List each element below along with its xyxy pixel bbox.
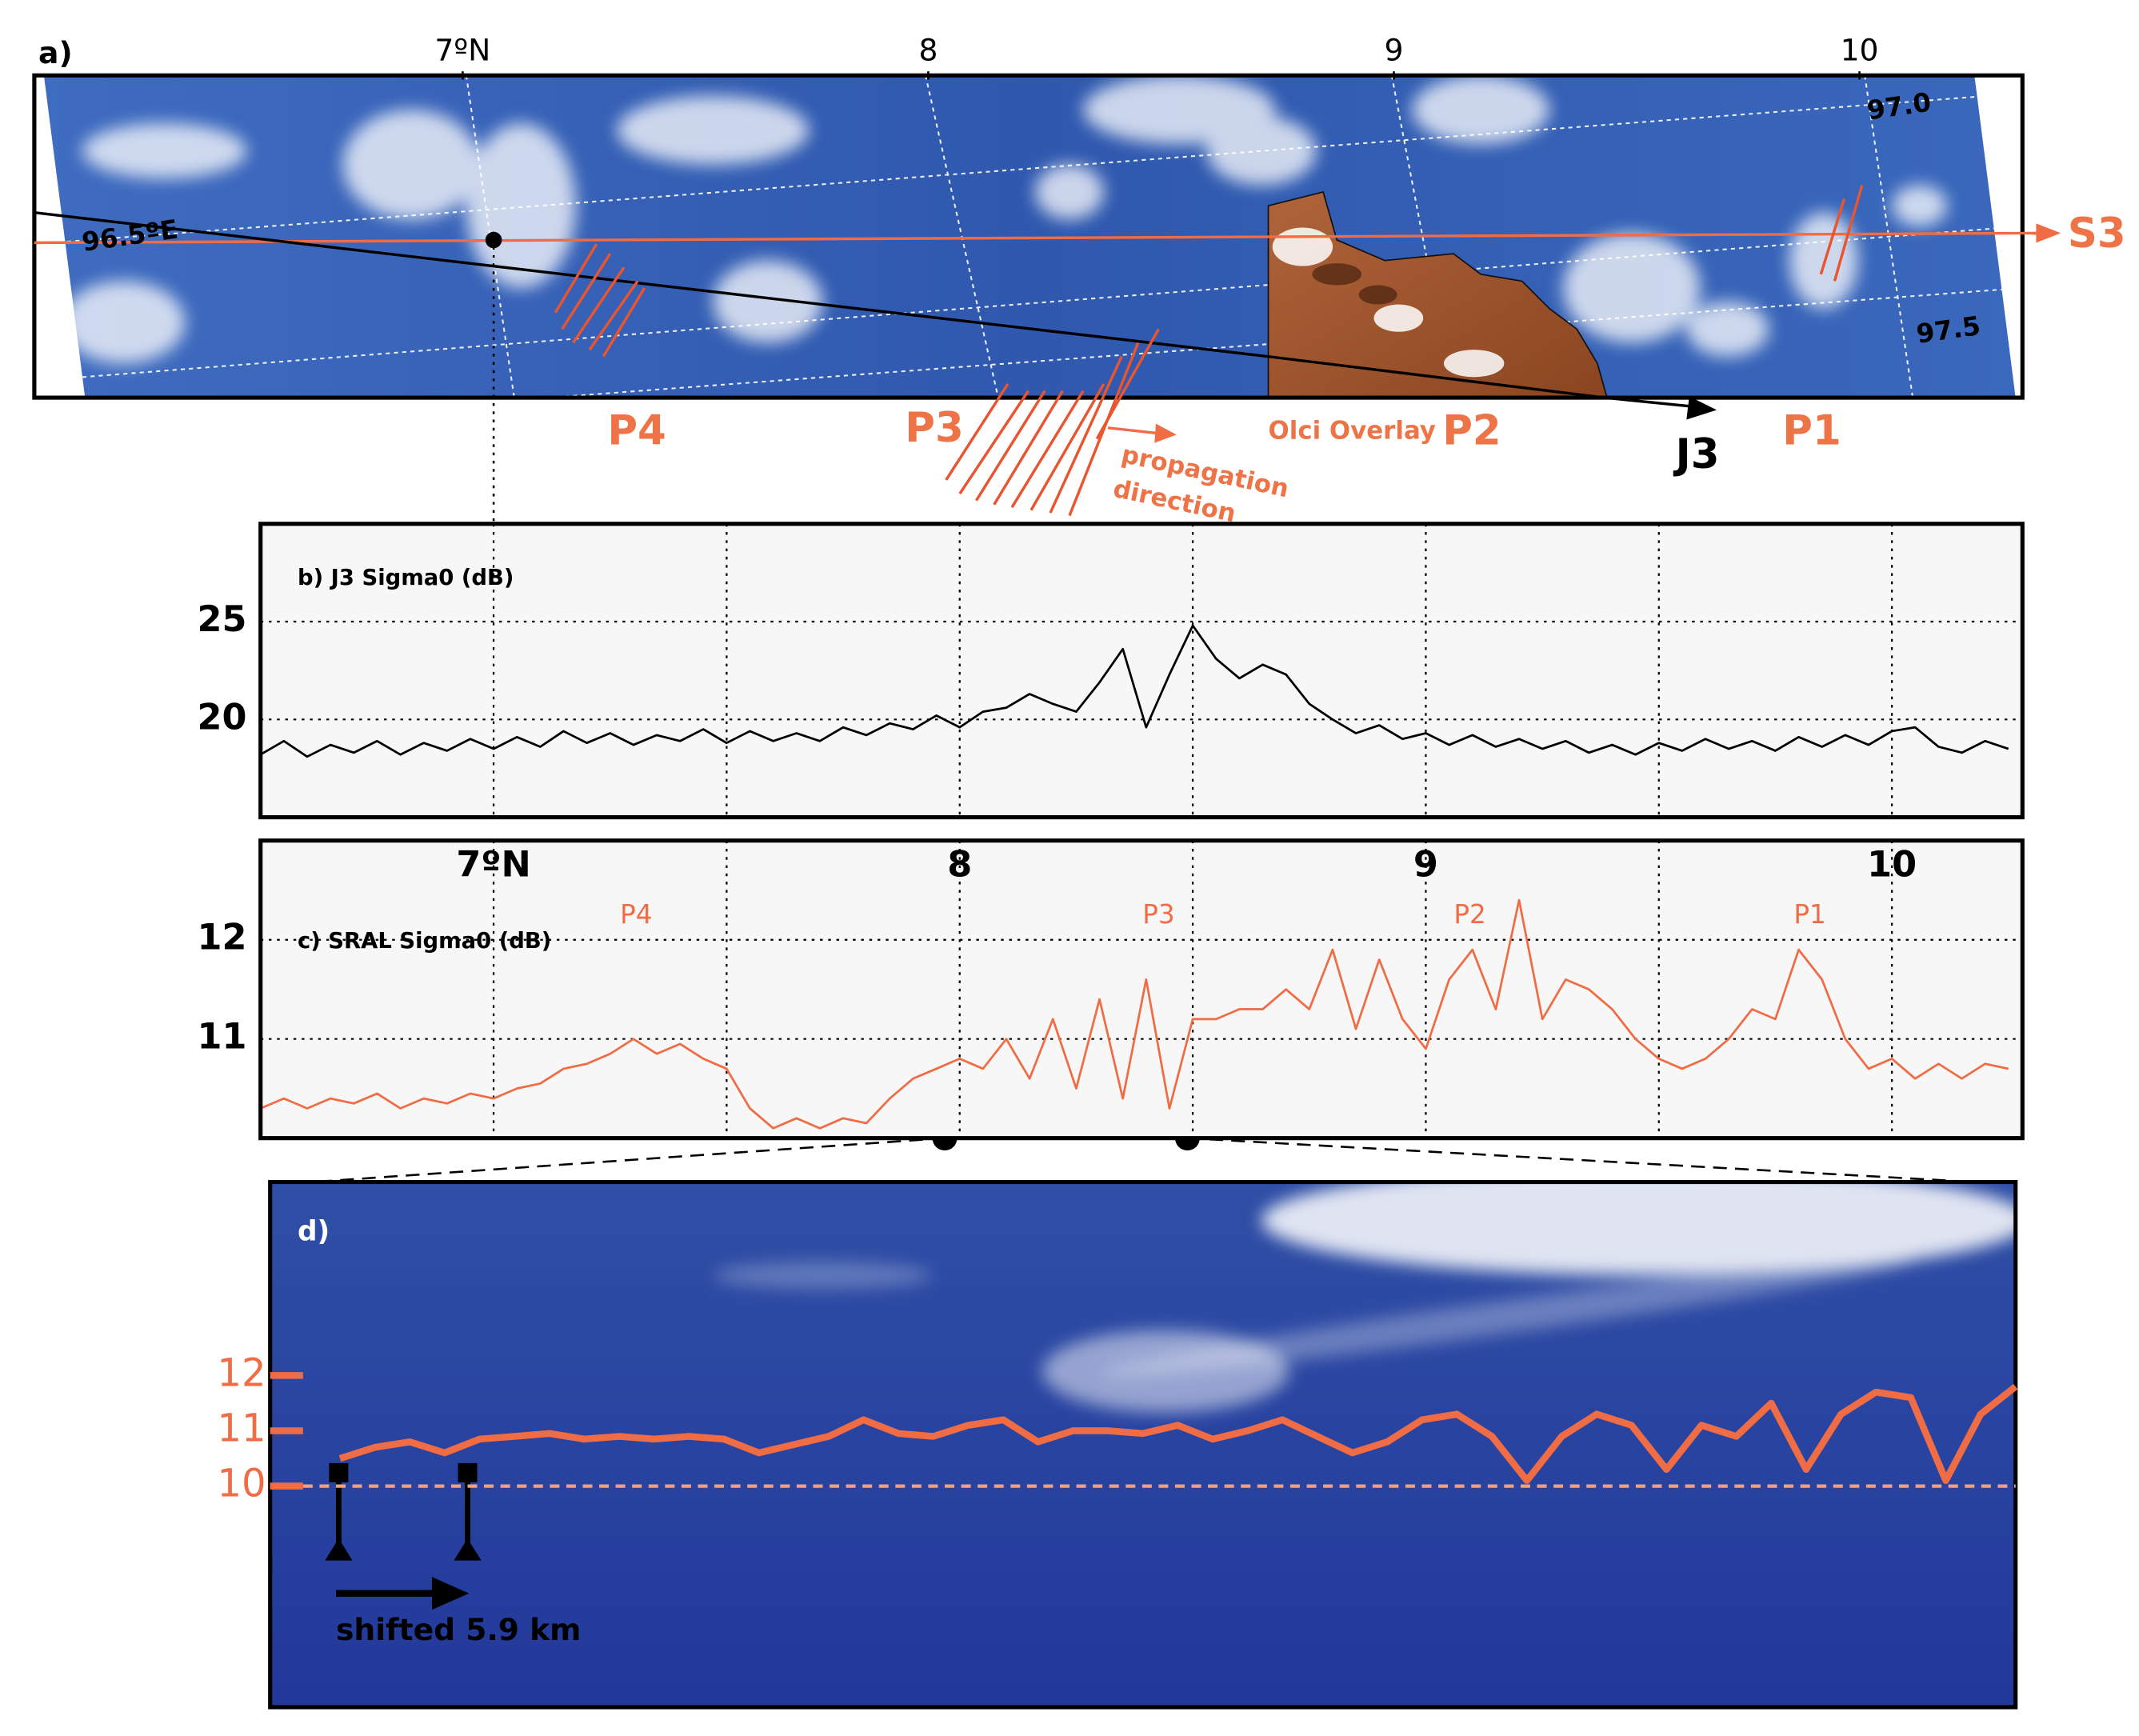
y-tick-label: 10 [217,1462,266,1506]
y-tick-label: 11 [198,1016,247,1058]
region-label: P3 [905,404,963,452]
x-tick-label: 8 [918,33,938,68]
y-tick-label: 12 [217,1350,266,1395]
x-tick-label: 9 [1413,843,1438,885]
data-line [260,898,2009,1130]
x-tick-label: 10 [1867,843,1917,885]
x-tick-label: 8 [947,843,972,885]
x-tick-label: 7ºN [456,843,530,885]
x-tick-label: 10 [1841,33,1879,68]
data-line [338,1383,2018,1484]
panel-title: b) J3 Sigma0 (dB) [298,566,514,590]
panel-label: d) [298,1215,330,1247]
plot-area [260,840,2023,1138]
wave-hatch [554,184,1864,517]
panel-label: a) [38,35,73,70]
arrow [1154,423,1177,443]
plot-area [260,523,2023,818]
j3-track [34,210,1701,409]
satellite-image [34,75,2023,398]
y-tick-label: 20 [198,696,247,738]
y-tick-label: 11 [217,1406,266,1450]
annotation: P1 [1793,899,1825,930]
x-tick-label: 9 [1385,33,1404,68]
panel-frame [32,73,2025,400]
panel-frame [258,838,2025,1141]
satellite-image [270,1182,2016,1708]
annotation: P2 [1453,899,1485,930]
overlay-label: Olci Overlay [1269,416,1436,445]
arrow [1686,396,1717,420]
panel-frame [268,1179,2018,1710]
x-tick-label: 7ºN [434,33,490,68]
region-label: P2 [1442,407,1501,455]
y-tick-label: 12 [198,917,247,958]
y-tick-label: 25 [198,598,247,640]
data-line [260,624,2009,758]
region-label: P4 [607,407,666,455]
shift-label: shifted 5.9 km [336,1612,581,1647]
track-label: J3 [1673,430,1720,478]
arrow [1107,426,1159,435]
panel-frame [258,522,2025,820]
track-label: S3 [2068,210,2126,258]
s3-track [34,231,2043,245]
region-label: P1 [1782,407,1841,455]
arrow [2036,223,2061,243]
annotation: P3 [1142,899,1174,930]
annotation: P4 [620,899,652,930]
point [485,231,502,249]
panel-title: c) SRAL Sigma0 (dB) [298,929,551,954]
